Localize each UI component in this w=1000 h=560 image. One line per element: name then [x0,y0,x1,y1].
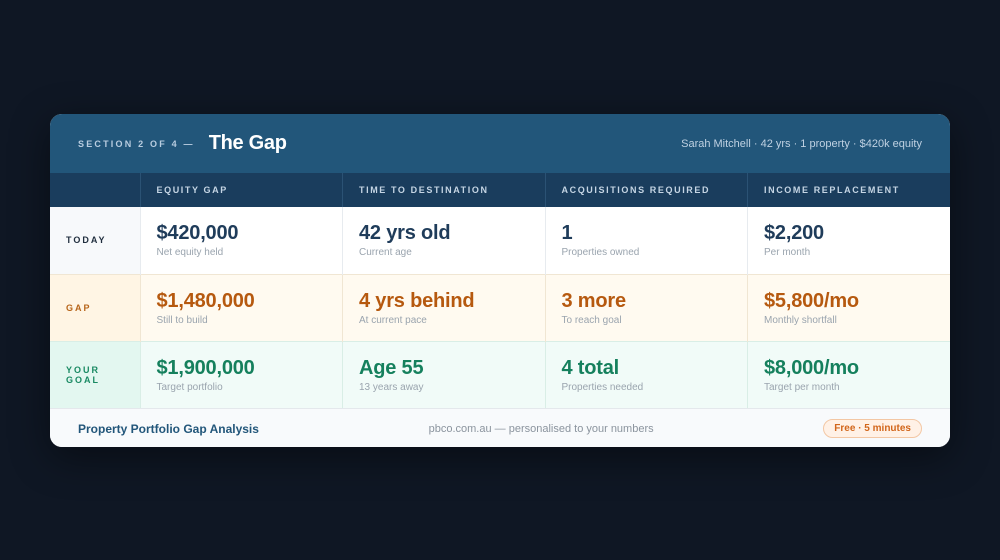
cell-time-to-destination: 42 yrs old Current age [342,207,545,274]
cell-caption: To reach goal [561,314,622,326]
card-header: SECTION 2 OF 4 — The Gap Sarah Mitchell … [50,114,950,173]
cell-caption: At current pace [359,314,427,326]
cell-value: Age 55 [359,356,424,379]
free-time-badge[interactable]: Free · 5 minutes [823,419,922,438]
cell-income-replacement: $8,000/mo Target per month [747,340,950,408]
gap-table: EQUITY GAP TIME TO DESTINATION ACQUISITI… [50,173,950,408]
header-left: SECTION 2 OF 4 — The Gap [78,132,287,155]
cell-equity-gap: $420,000 Net equity held [139,207,343,274]
cell-value: 42 yrs old [359,222,451,245]
cell-value: $420,000 [156,222,239,245]
profile-summary: Sarah Mitchell · 42 yrs · 1 property · $… [681,137,922,150]
section-label: SECTION 2 OF 4 — [78,139,195,149]
cell-time-to-destination: 4 yrs behind At current pace [342,273,545,341]
column-header-time-to-destination: TIME TO DESTINATION [342,173,545,207]
cell-caption: Properties owned [561,247,640,259]
table-header-row: EQUITY GAP TIME TO DESTINATION ACQUISITI… [50,173,950,207]
card-footer: Property Portfolio Gap Analysis pbco.com… [50,408,950,447]
column-header-acquisitions-required: ACQUISITIONS REQUIRED [544,173,748,207]
gap-analysis-card: SECTION 2 OF 4 — The Gap Sarah Mitchell … [50,114,950,447]
column-header-income-replacement: INCOME REPLACEMENT [747,173,950,207]
footer-title: Property Portfolio Gap Analysis [78,421,259,436]
cell-value: $1,480,000 [156,289,255,312]
cell-acquisitions-required: 3 more To reach goal [544,273,748,341]
cell-income-replacement: $5,800/mo Monthly shortfall [747,273,950,341]
cell-value: $8,000/mo [764,356,859,379]
cell-caption: Properties needed [561,381,644,393]
cell-caption: Current age [359,247,412,259]
cell-value: 3 more [561,289,627,312]
footer-site-link[interactable]: pbco.com.au — personalised to your numbe… [428,422,654,435]
cell-caption: Per month [764,247,811,259]
cell-time-to-destination: Age 55 13 years away [342,340,545,408]
column-header-equity-gap: EQUITY GAP [139,173,343,207]
cell-value: $2,200 [764,222,824,245]
cell-caption: 13 years away [359,381,424,393]
table-row-gap: GAP $1,480,000 Still to build 4 yrs behin… [50,273,950,341]
page-title: The Gap [208,132,287,154]
cell-equity-gap: $1,480,000 Still to build [139,273,343,341]
table-row-your-goal: YOUR GOAL $1,900,000 Target portfolio Age… [50,340,950,408]
cell-caption: Net equity held [156,247,224,259]
row-label-header [50,173,140,207]
cell-caption: Still to build [156,314,208,326]
cell-value: 4 yrs behind [359,289,475,312]
cell-value: $5,800/mo [764,289,859,312]
cell-value: $1,900,000 [156,356,255,379]
cell-caption: Monthly shortfall [764,314,837,326]
table-row-today: TODAY $420,000 Net equity held 42 yrs old… [50,207,950,274]
cell-equity-gap: $1,900,000 Target portfolio [139,340,343,408]
row-label-gap: GAP [50,273,140,341]
cell-caption: Target per month [764,381,840,393]
cell-caption: Target portfolio [156,381,223,393]
cell-value: 1 [561,222,573,245]
cell-value: 4 total [561,356,620,379]
cell-acquisitions-required: 4 total Properties needed [544,340,748,408]
cell-income-replacement: $2,200 Per month [747,207,950,274]
cell-acquisitions-required: 1 Properties owned [544,207,748,274]
row-label-today: TODAY [50,207,140,274]
row-label-your-goal: YOUR GOAL [50,340,140,408]
